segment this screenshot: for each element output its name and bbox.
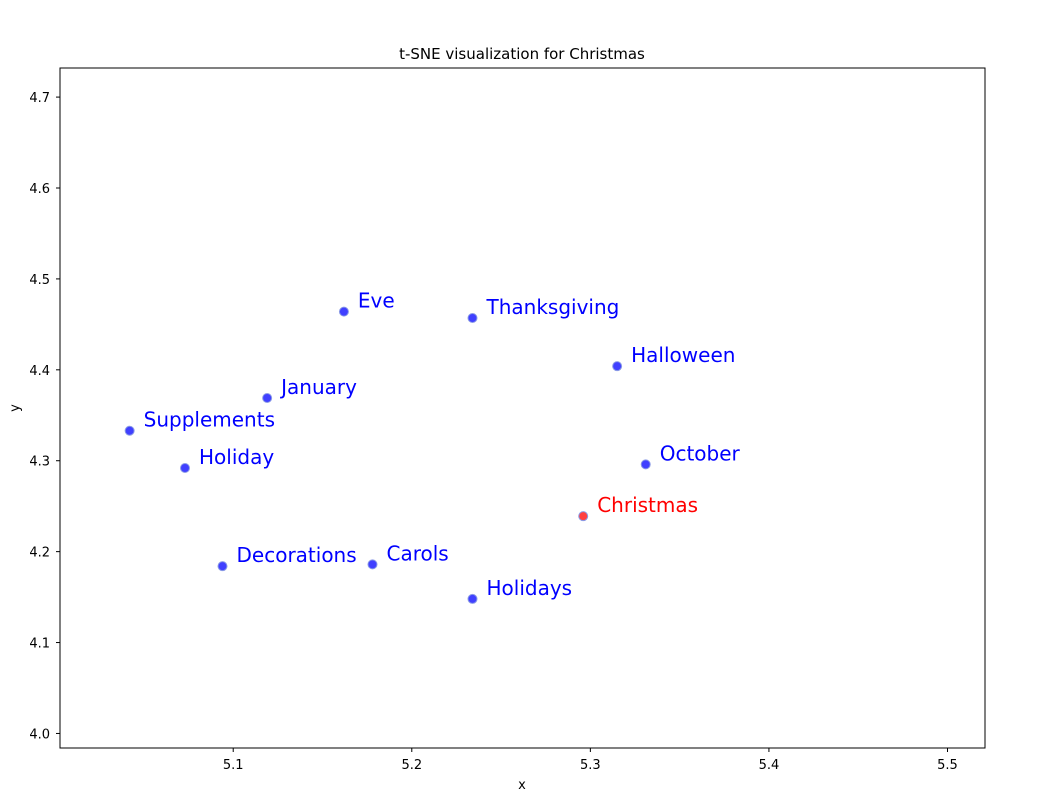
data-point-label: January [279,375,357,399]
y-tick-label: 4.6 [29,182,50,197]
y-tick-label: 4.5 [29,273,50,288]
x-axis-label: x [518,778,526,793]
y-tick-label: 4.1 [29,637,50,652]
x-axis: 5.1 5.2 5.3 5.4 5.5 [223,748,958,773]
data-point [467,593,478,604]
data-point-label: Thanksgiving [486,295,620,319]
x-tick-label: 5.5 [937,758,958,773]
data-point [640,459,651,470]
y-tick-label: 4.3 [29,455,50,470]
y-tick-label: 4.4 [29,364,50,379]
data-point-label: Halloween [631,343,735,367]
data-points: Eve Thanksgiving Halloween JanuarySupplemen… [124,289,741,604]
x-tick-label: 5.1 [223,758,244,773]
data-point [124,425,135,436]
data-point [217,561,228,572]
data-point-label: Eve [358,289,395,313]
data-point [578,511,589,522]
data-point-label: Christmas [597,493,698,517]
y-tick-label: 4.2 [29,546,50,561]
data-point [467,313,478,323]
data-point [338,306,349,317]
data-point-label: Supplements [144,408,275,432]
data-point-label: Decorations [237,543,357,567]
x-tick-label: 5.3 [580,758,601,773]
x-tick-label: 5.4 [759,758,780,773]
plot-area [59,67,986,749]
data-point-label: Holidays [487,576,573,600]
data-point [262,393,273,403]
data-point-label: Holiday [199,445,274,469]
x-tick-label: 5.2 [401,758,422,773]
data-point-label: October [660,441,741,465]
data-point [612,361,623,372]
y-axis-label: y [8,404,23,412]
y-axis: 4.0 4.1 4.2 4.3 4.4 4.5 4.6 4.7 [29,91,60,742]
y-tick-label: 4.7 [29,91,50,106]
y-tick-label: 4.0 [29,727,50,742]
data-point-label: Carols [387,541,449,565]
data-point [180,463,190,473]
data-point [367,559,378,570]
chart-title: t-SNE visualization for Christmas [399,45,645,63]
